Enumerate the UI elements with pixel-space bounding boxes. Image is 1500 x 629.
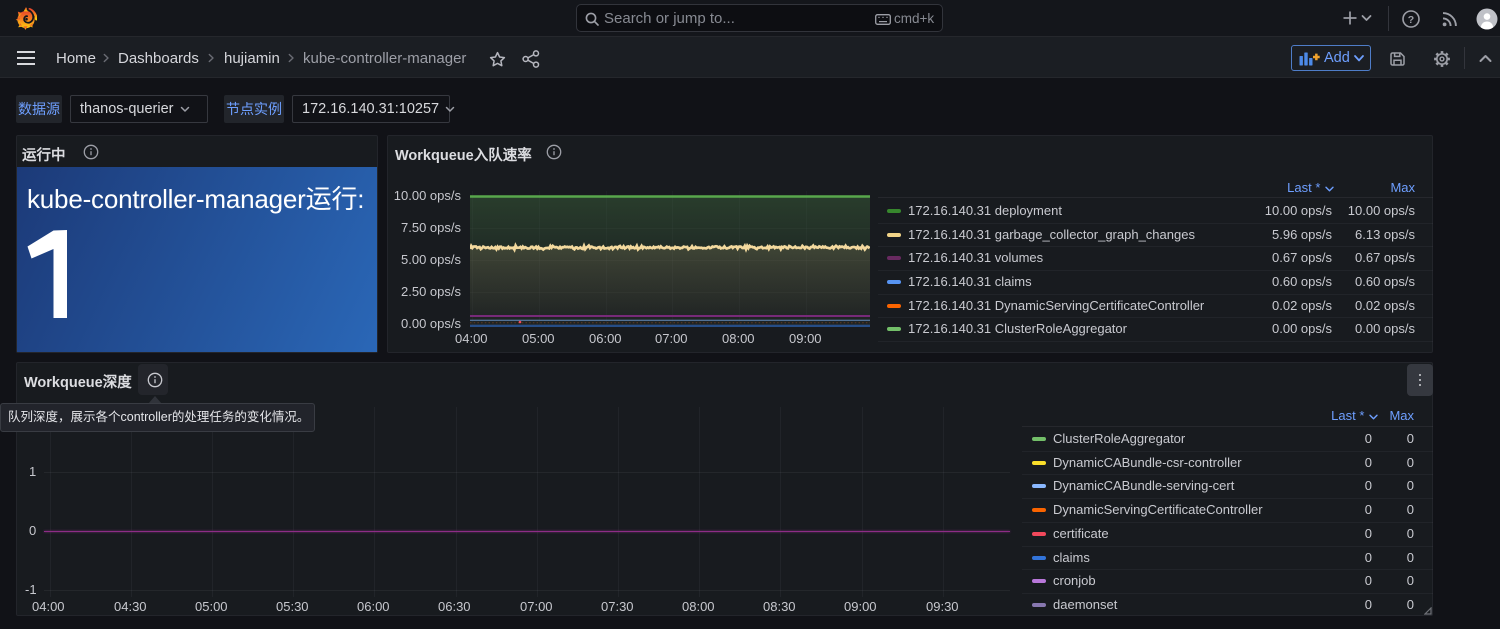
svg-text:?: ?	[1408, 14, 1414, 26]
